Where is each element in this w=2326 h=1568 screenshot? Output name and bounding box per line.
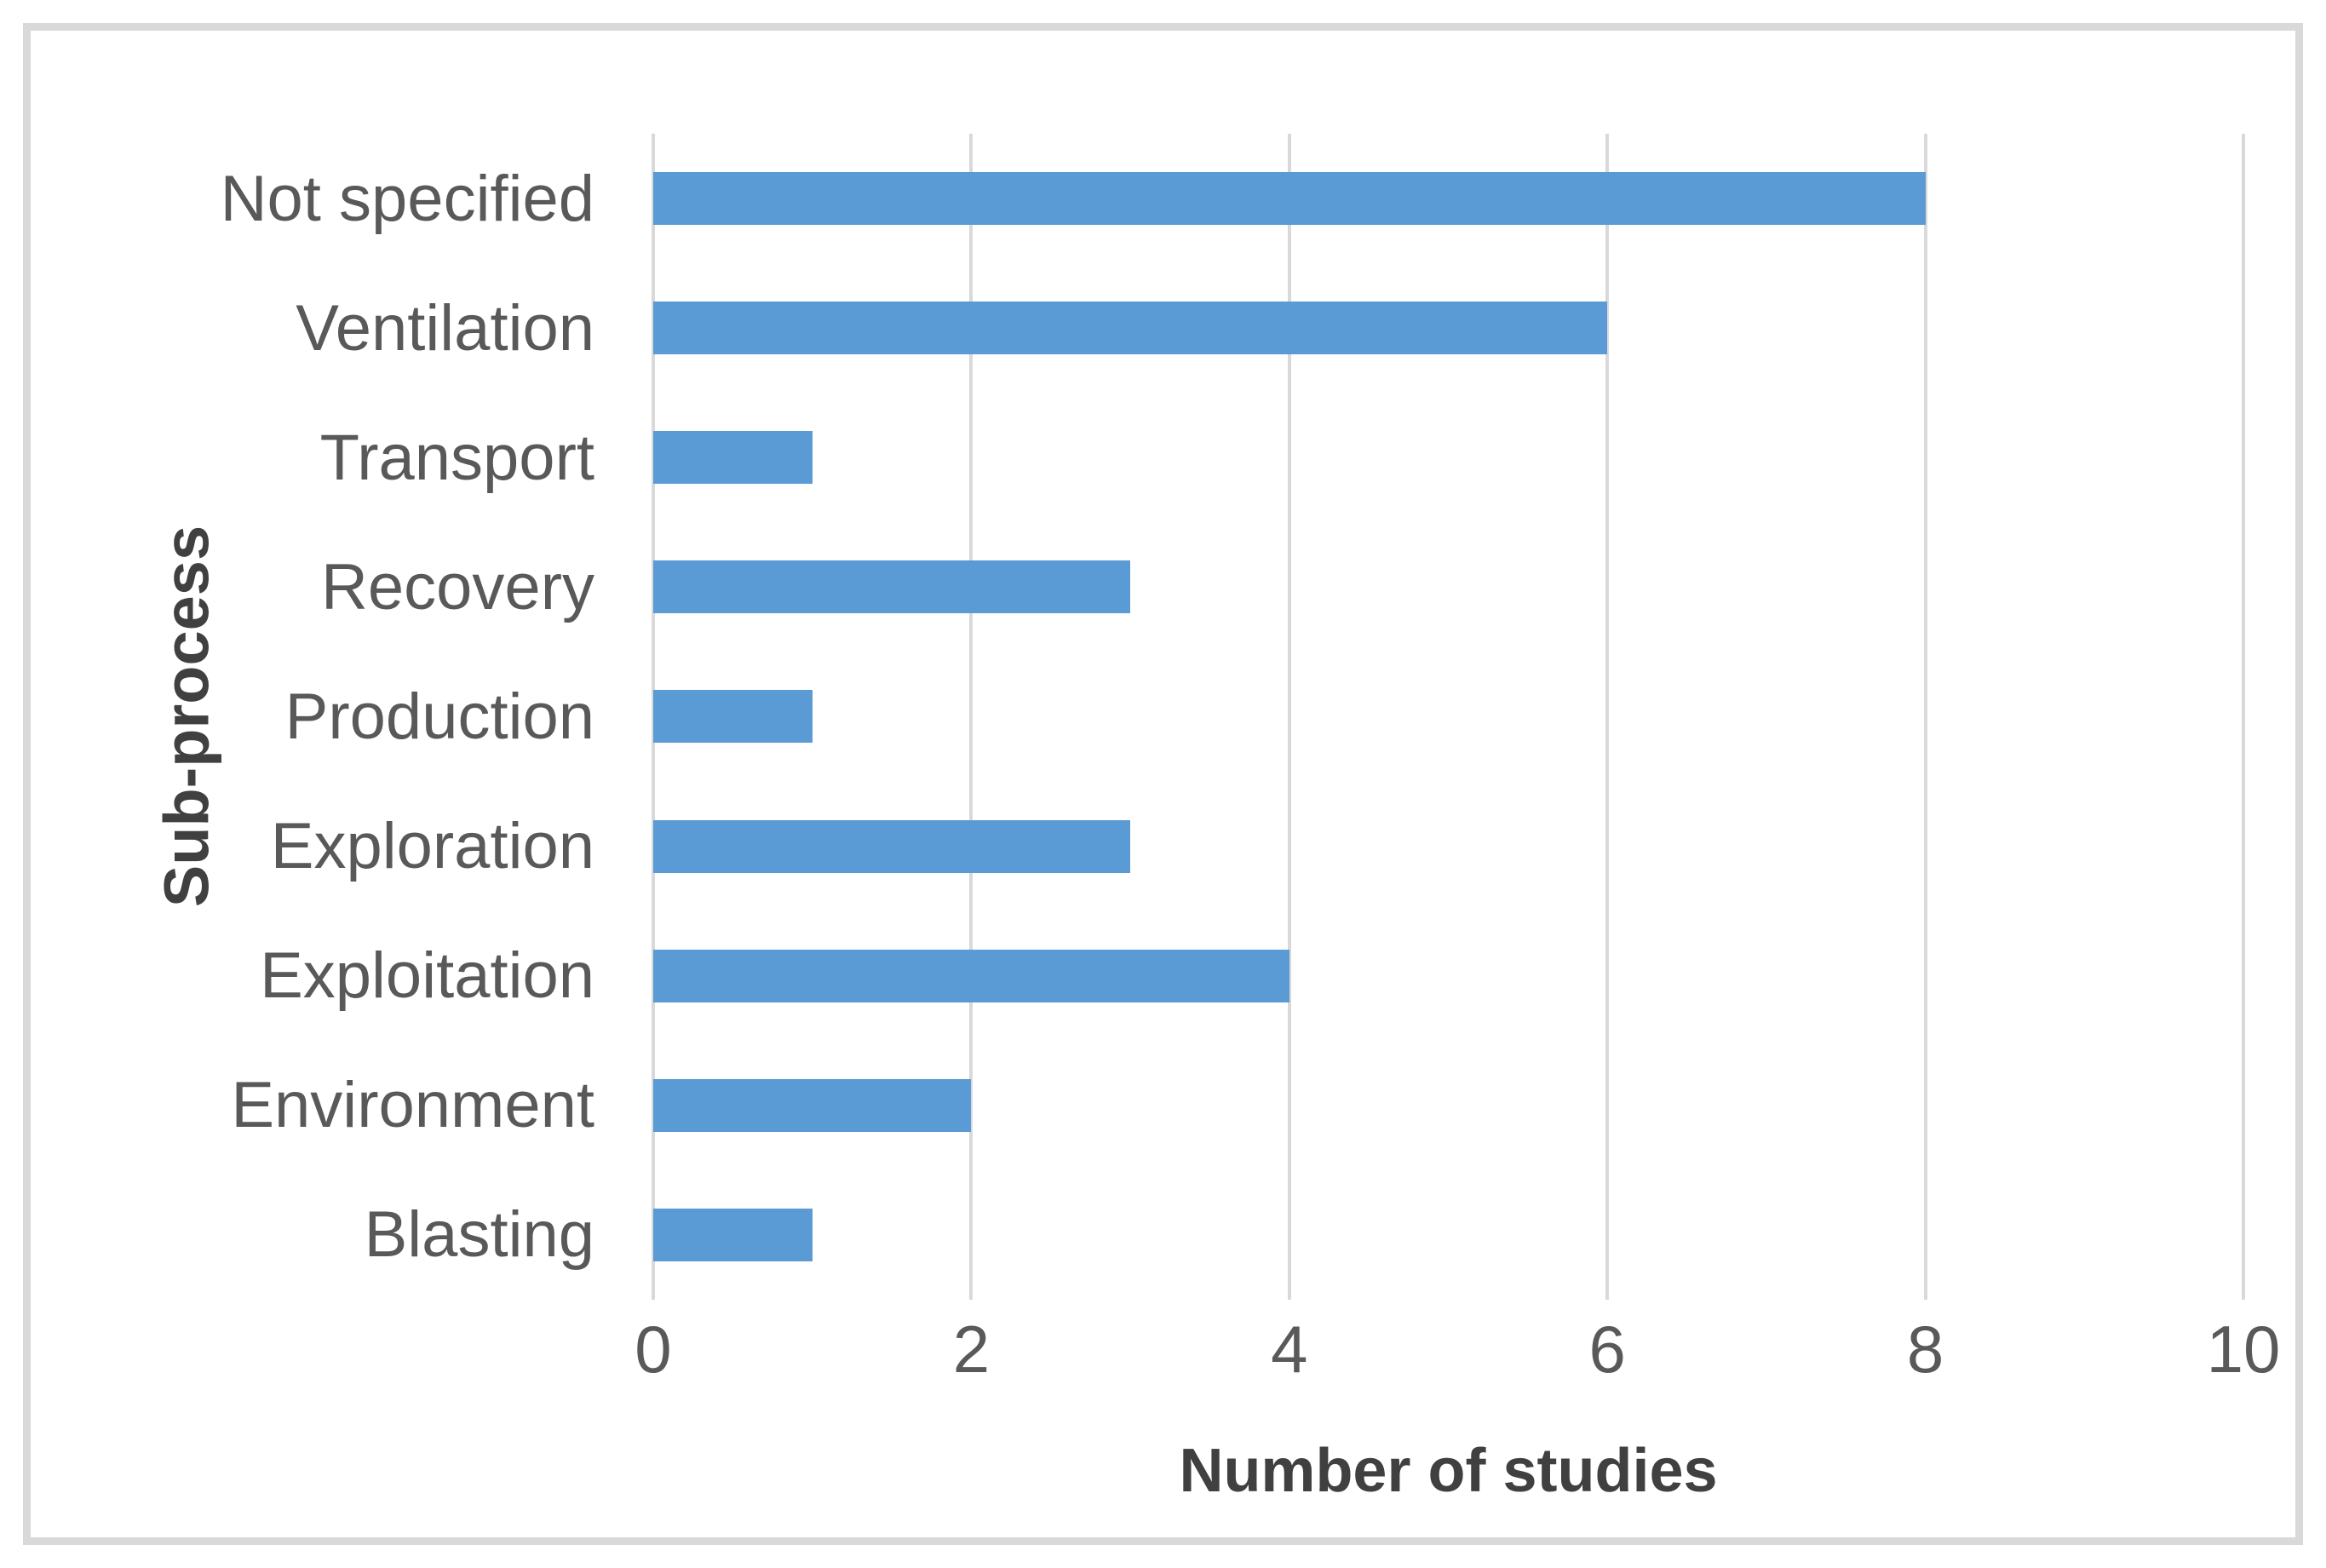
x-tick-label: 6 [1588, 1312, 1626, 1387]
x-tick-label: 2 [952, 1312, 991, 1387]
gridline [1287, 134, 1291, 1300]
category-label: Transport [319, 421, 594, 494]
bar-ventilation [653, 302, 1608, 355]
bar-exploration [653, 819, 1131, 873]
y-axis-category-labels: Not specified Ventilation Transport Recover… [31, 134, 620, 1300]
bar-recovery [653, 560, 1131, 614]
category-label: Environment [231, 1069, 594, 1142]
gridline [969, 134, 973, 1300]
bar-environment [653, 1078, 972, 1132]
plot-area [652, 134, 2245, 1300]
bar-not-specified [653, 172, 1926, 226]
gridline [1605, 134, 1610, 1300]
x-tick-label: 8 [1906, 1312, 1944, 1387]
category-label: Not specified [220, 162, 594, 235]
category-label: Recovery [321, 550, 594, 623]
y-axis-title: Sub-process [151, 525, 222, 908]
x-axis-tick-labels: 0 2 4 6 8 10 [635, 1311, 2280, 1396]
category-label: Production [284, 680, 594, 753]
bar-exploitation [653, 949, 1289, 1002]
x-tick-label: 4 [1271, 1312, 1308, 1387]
x-tick-label: 10 [2206, 1312, 2281, 1387]
x-tick-label: 0 [635, 1312, 672, 1387]
chart-frame: Not specified Ventilation Transport Recover… [23, 23, 2303, 1545]
bar-blasting [653, 1208, 813, 1261]
category-label: Blasting [364, 1198, 594, 1272]
bar-production [653, 690, 813, 744]
gridline [2242, 134, 2245, 1300]
x-axis-title: Number of studies [1179, 1437, 1718, 1505]
gridline [1923, 134, 1927, 1300]
bar-transport [653, 431, 813, 485]
category-label: Exploration [270, 810, 594, 883]
category-label: Ventilation [296, 291, 594, 365]
category-label: Exploitation [260, 939, 594, 1013]
